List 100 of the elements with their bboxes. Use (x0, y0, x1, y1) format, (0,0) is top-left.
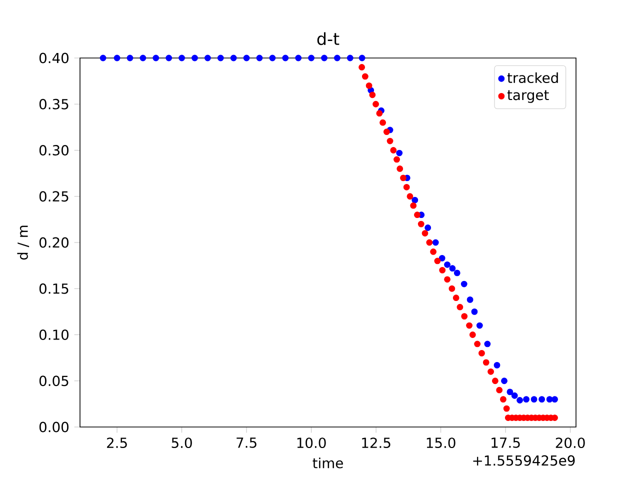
point (478, 350, 485, 356)
x-tick-label: 5.0 (172, 438, 192, 448)
point (430, 248, 436, 255)
point (494, 362, 500, 368)
point (396, 150, 403, 156)
x-tick-label: 20.0 (556, 438, 585, 448)
point (449, 265, 456, 272)
point (511, 392, 518, 399)
point (308, 54, 314, 62)
point (448, 285, 456, 292)
point (546, 396, 553, 403)
y-tick-label: 0.00 (39, 422, 68, 432)
point (192, 54, 198, 62)
point (204, 54, 211, 62)
point (100, 54, 106, 62)
point (492, 378, 498, 384)
point (503, 405, 510, 412)
point (126, 54, 134, 62)
legend-label: target (507, 90, 549, 103)
point (530, 396, 538, 403)
point (386, 138, 394, 144)
y-tick-label: 0.20 (39, 237, 68, 248)
point (390, 147, 397, 154)
point (422, 230, 428, 236)
point (432, 239, 439, 246)
point (474, 340, 481, 348)
point (403, 184, 410, 190)
point (424, 224, 432, 231)
point (358, 54, 366, 62)
point (152, 54, 160, 62)
point (538, 396, 546, 403)
x-tick-label: 7.5 (236, 438, 256, 448)
y-axis-title: d / m (17, 226, 30, 260)
point (476, 322, 483, 329)
point (406, 193, 414, 200)
legend-label: tracked (507, 72, 558, 84)
point (454, 270, 460, 276)
point (484, 340, 491, 348)
point (516, 397, 523, 404)
point (410, 202, 417, 209)
x-tick-label: 10.0 (297, 438, 326, 448)
x-tick-label: 15.0 (426, 438, 456, 448)
point (500, 396, 506, 403)
point (334, 54, 340, 62)
point (243, 54, 250, 62)
point (269, 54, 276, 62)
point (372, 100, 379, 108)
text: +1.5559425e9 (473, 455, 575, 466)
point (461, 313, 468, 320)
point (380, 119, 386, 126)
chart-title: d-t (317, 32, 340, 46)
point (452, 294, 460, 302)
x-axis-title: time (312, 458, 343, 468)
point (400, 174, 406, 182)
point (456, 304, 464, 310)
point (460, 280, 468, 288)
point (369, 92, 376, 98)
y-tick-label: 0.25 (39, 191, 68, 202)
x-tick-label: 12.5 (362, 438, 390, 448)
point (552, 396, 558, 403)
y-tick-label: 0.40 (39, 52, 68, 64)
point (444, 261, 450, 268)
point (346, 54, 354, 62)
point (482, 359, 490, 366)
point (471, 308, 478, 315)
point (439, 266, 446, 274)
point (414, 212, 420, 218)
point (444, 276, 450, 283)
x-tick-label: 17.5 (492, 438, 520, 448)
point (178, 54, 185, 62)
point (256, 54, 263, 62)
point (434, 258, 441, 264)
point (488, 368, 494, 375)
y-tick-label: 0.10 (39, 330, 68, 340)
point (166, 54, 172, 62)
point (466, 296, 474, 303)
point (358, 64, 366, 70)
point (418, 220, 424, 228)
point (140, 54, 146, 62)
y-tick-label: 0.30 (39, 145, 68, 156)
point (114, 54, 120, 62)
point (321, 54, 328, 62)
point (466, 322, 472, 329)
point (496, 386, 503, 394)
point (376, 110, 383, 117)
point (282, 54, 289, 62)
point (396, 166, 404, 172)
point (394, 156, 400, 163)
point (366, 82, 372, 89)
point (438, 254, 446, 262)
point (383, 128, 390, 136)
point (412, 196, 418, 204)
y-tick-label: 0.05 (39, 376, 68, 386)
point (362, 73, 368, 80)
point (426, 239, 433, 246)
y-tick-label: 0.15 (39, 283, 68, 294)
x-tick-label: 2.5 (107, 438, 127, 448)
point (506, 388, 514, 396)
point (501, 378, 508, 384)
point (469, 332, 476, 338)
